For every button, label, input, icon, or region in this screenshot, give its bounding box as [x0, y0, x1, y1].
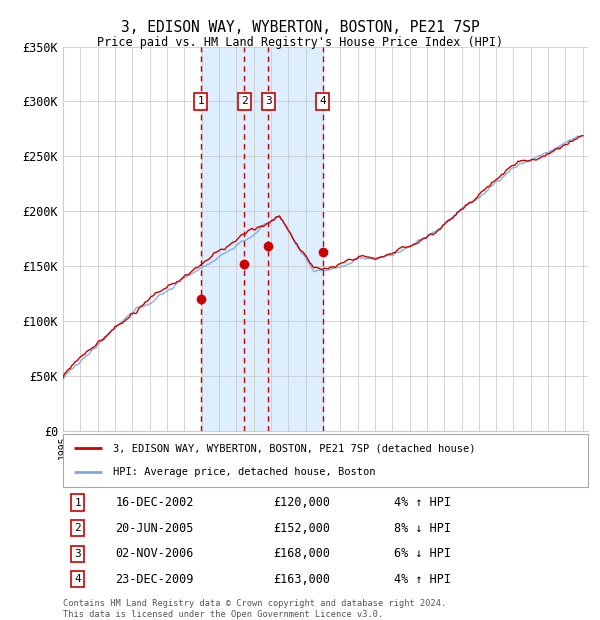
Text: 2: 2: [241, 97, 248, 107]
Text: 4% ↑ HPI: 4% ↑ HPI: [394, 573, 451, 586]
Text: Price paid vs. HM Land Registry's House Price Index (HPI): Price paid vs. HM Land Registry's House …: [97, 36, 503, 49]
Bar: [268, 46, 323, 431]
Text: 2: 2: [74, 523, 81, 533]
Text: 4: 4: [319, 97, 326, 107]
Text: 3: 3: [74, 549, 81, 559]
Text: HPI: Average price, detached house, Boston: HPI: Average price, detached house, Bost…: [113, 467, 376, 477]
Text: £120,000: £120,000: [273, 496, 330, 509]
Text: 20-JUN-2005: 20-JUN-2005: [115, 521, 194, 534]
Text: 1: 1: [74, 498, 81, 508]
Text: 16-DEC-2002: 16-DEC-2002: [115, 496, 194, 509]
Text: 6% ↓ HPI: 6% ↓ HPI: [394, 547, 451, 560]
Bar: [244, 46, 268, 431]
Text: 3, EDISON WAY, WYBERTON, BOSTON, PE21 7SP: 3, EDISON WAY, WYBERTON, BOSTON, PE21 7S…: [121, 20, 479, 35]
Text: £168,000: £168,000: [273, 547, 330, 560]
Text: 3, EDISON WAY, WYBERTON, BOSTON, PE21 7SP (detached house): 3, EDISON WAY, WYBERTON, BOSTON, PE21 7S…: [113, 443, 475, 453]
Text: 4: 4: [74, 574, 81, 584]
Text: 3: 3: [265, 97, 272, 107]
Text: 4% ↑ HPI: 4% ↑ HPI: [394, 496, 451, 509]
Text: 1: 1: [197, 97, 204, 107]
Text: Contains HM Land Registry data © Crown copyright and database right 2024.
This d: Contains HM Land Registry data © Crown c…: [63, 600, 446, 619]
Text: 23-DEC-2009: 23-DEC-2009: [115, 573, 194, 586]
Text: £163,000: £163,000: [273, 573, 330, 586]
Text: 8% ↓ HPI: 8% ↓ HPI: [394, 521, 451, 534]
Text: £152,000: £152,000: [273, 521, 330, 534]
Bar: [201, 46, 244, 431]
Text: 02-NOV-2006: 02-NOV-2006: [115, 547, 194, 560]
